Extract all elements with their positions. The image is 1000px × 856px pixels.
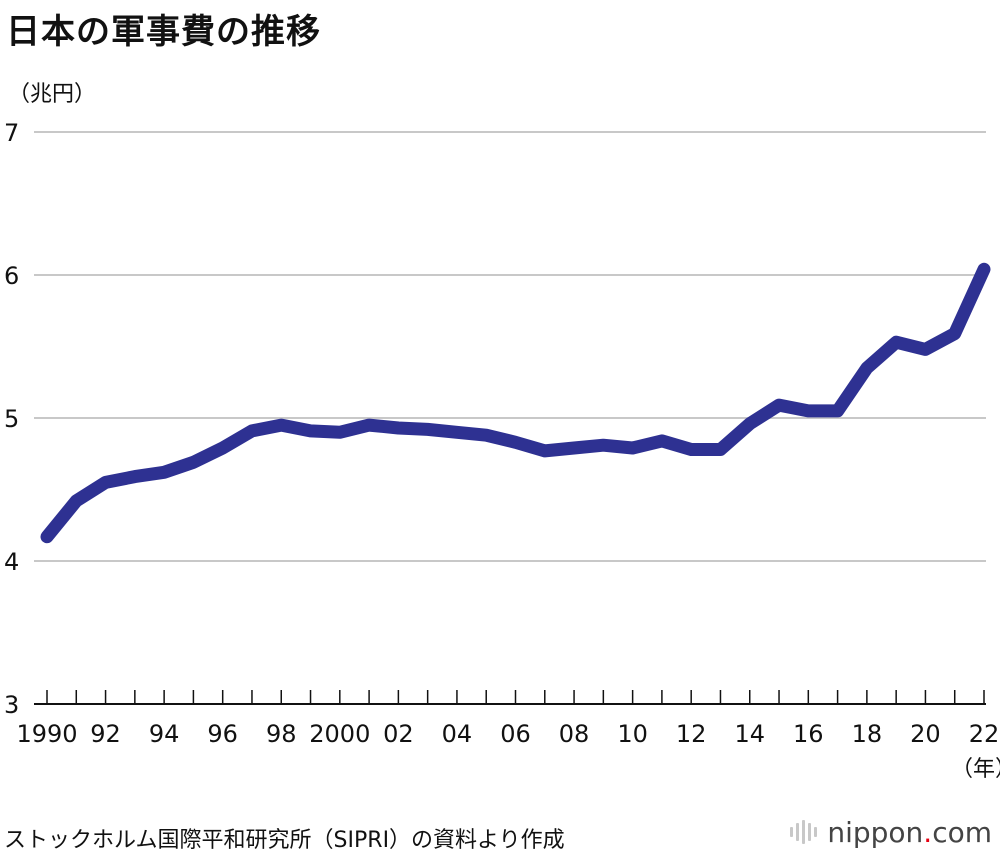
x-tick-label-2002: 02 — [383, 720, 414, 748]
y-tick-label-6: 6 — [4, 262, 19, 290]
series-line-0 — [40, 262, 991, 544]
logo-dot: . — [923, 815, 933, 849]
x-tick-label-2006: 06 — [500, 720, 531, 748]
x-axis-unit-label: （年） — [951, 757, 1000, 782]
x-tick-label-1996: 96 — [207, 720, 238, 748]
x-tick-label-2014: 14 — [734, 720, 765, 748]
x-tick-label-2020: 20 — [910, 720, 941, 748]
logo-text: nippon.com — [827, 816, 992, 849]
x-tick-label-2016: 16 — [793, 720, 824, 748]
y-axis-unit-label: （兆円） — [8, 82, 97, 107]
y-tick-label-3: 3 — [4, 691, 19, 719]
line-chart: 3 4 5 6 7 1990 92 94 96 98 2000 02 04 06 08 10 12 14 16 18 2… — [4, 119, 1000, 782]
x-tick-label-2004: 04 — [442, 720, 473, 748]
x-tick-label-1990: 1990 — [16, 720, 77, 748]
x-tick-label-1994: 94 — [149, 720, 180, 748]
y-tick-label-4: 4 — [4, 548, 19, 576]
x-tick-label-1992: 92 — [90, 720, 121, 748]
x-tick-label-2000: 2000 — [309, 720, 370, 748]
nippon-logo-icon — [790, 820, 818, 844]
x-tick-label-2010: 10 — [617, 720, 648, 748]
logo-tld: com — [932, 815, 992, 849]
nippon-logo: nippon.com — [790, 812, 992, 852]
source-note: ストックホルム国際平和研究所（SIPRI）の資料より作成 — [4, 828, 565, 853]
x-tick-label-2008: 08 — [559, 720, 590, 748]
y-tick-label-7: 7 — [4, 119, 19, 147]
x-tick-label-1998: 98 — [266, 720, 297, 748]
chart-title: 日本の軍事費の推移 — [6, 12, 321, 52]
x-tick-label-2012: 12 — [676, 720, 707, 748]
x-tick-label-2018: 18 — [852, 720, 883, 748]
x-tick-label-2022: 22 — [969, 720, 1000, 748]
y-tick-label-5: 5 — [4, 405, 19, 433]
logo-name: nippon — [827, 815, 924, 849]
